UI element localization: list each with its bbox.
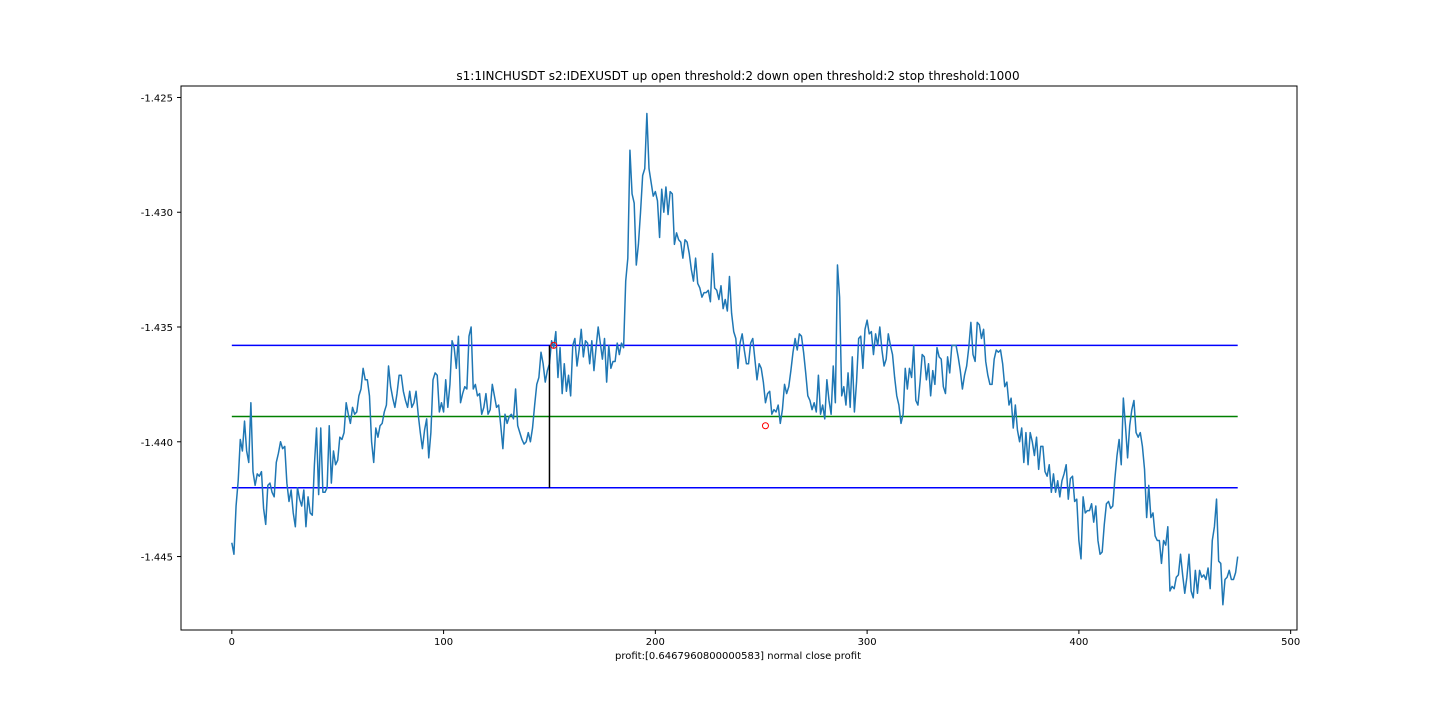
y-tick-label: -1.425 [141,93,173,104]
close-marker [761,422,769,430]
series-line [231,112,1239,606]
y-tick-label: -1.435 [141,323,173,334]
y-axis: -1.425 -1.430 -1.435 -1.440 -1.445 [141,93,181,564]
x-tick-label: 300 [858,637,877,648]
plot-frame [180,85,1298,631]
x-axis: 0 100 200 300 400 500 [229,630,1300,648]
plot-area [231,112,1239,606]
y-tick-label: -1.430 [141,208,173,219]
x-axis-label: profit:[0.6467960800000583] normal close… [615,651,861,662]
y-tick-label: -1.440 [141,438,173,449]
x-tick-label: 0 [229,637,235,648]
y-tick-label: -1.445 [141,553,173,564]
x-tick-label: 500 [1281,637,1300,648]
close-marker [550,341,558,349]
chart-title: s1:1INCHUSDT s2:IDEXUSDT up open thresho… [456,69,1019,83]
x-tick-label: 100 [434,637,453,648]
x-tick-label: 400 [1069,637,1088,648]
x-tick-label: 200 [646,637,665,648]
